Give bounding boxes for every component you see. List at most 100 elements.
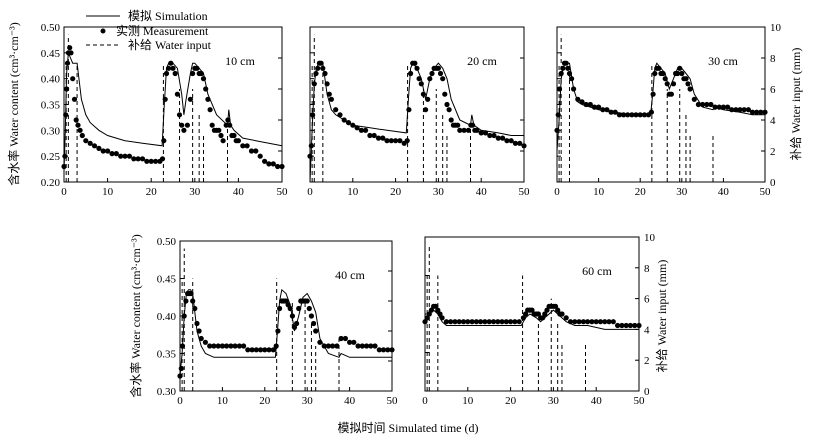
measurement-point [729,107,735,113]
y-tick-label: 0.40 [41,74,61,86]
measurement-point [313,328,319,334]
measurement-point [367,132,373,139]
measurement-point [351,339,357,345]
measurement-point [218,132,224,139]
measurement-point [313,70,319,77]
measurement-point [209,122,215,128]
measurement-point [668,91,675,97]
legend-measurement-swatch [100,28,106,34]
measurement-point [700,101,706,108]
x-tick-label: 0 [177,395,183,407]
measurement-point [64,60,71,66]
measurement-point [444,101,450,108]
measurement-point [521,143,527,149]
x-tick-label: 20 [259,395,271,407]
measurement-point [198,70,204,77]
measurement-point [679,70,685,77]
measurement-point [629,112,635,118]
measurement-point [241,343,247,349]
measurement-point [163,70,170,77]
measurement-point [619,322,625,329]
measurement-point [355,343,361,349]
measurement-point [308,143,314,149]
measurement-point [675,70,681,77]
measurement-point [758,109,764,115]
measurement-point [380,347,387,353]
measurement-point [109,151,115,157]
measurement-point [177,373,183,379]
measurement-point [762,109,768,115]
measurement-point [424,315,430,321]
measurement-point [326,91,332,97]
measurement-point [637,112,643,118]
measurement-point [517,140,523,146]
measurement-point [287,305,293,312]
measurement-point [591,104,598,110]
measurement-point [320,65,326,71]
measurement-point [384,138,390,144]
x-tick-label: 20 [146,186,158,198]
measurement-point [440,76,446,82]
measurement-point [310,112,316,118]
measurement-point [503,319,509,325]
measurement-point [623,322,629,329]
measurement-point [179,122,185,128]
measurement-point [358,127,364,133]
measurement-point [662,76,668,82]
measurement-point [77,127,83,133]
measurement-point [174,91,180,97]
panel-label: 60 cm [582,264,612,278]
x-tick-label: 30 [189,186,201,198]
measurement-point [555,112,561,118]
measurement-point [202,339,208,345]
measurement-point [266,161,272,167]
measurement-point [442,91,448,97]
measurement-point [754,109,760,115]
x-tick-label: 40 [344,395,356,407]
measurement-point [452,319,458,325]
measurement-point [190,70,196,77]
measurement-point [426,311,432,317]
measurement-point [741,107,747,113]
measurement-point [478,130,484,136]
measurement-point [385,347,391,353]
measurement-point [253,347,259,353]
measurement-point [194,65,200,71]
y-tick-label: 0.45 [41,48,61,60]
measurement-point [216,127,222,133]
measurement-point [341,117,347,123]
measurement-point [563,315,569,321]
measurement-point [277,305,283,312]
measurement-point [455,122,461,128]
x-tick-label: 10 [593,186,605,198]
measurement-point [354,125,360,131]
measurement-point [572,319,578,325]
measurement-point [625,112,631,118]
measurement-point [148,158,154,164]
y-tick-label: 0.25 [41,151,61,163]
measurement-point [615,322,621,329]
panel-label: 30 cm [708,54,738,68]
x-tick-label: 10 [217,395,229,407]
measurement-point [194,320,200,327]
measurement-point [334,343,340,349]
measurement-point [720,104,727,110]
measurement-point [652,70,658,77]
measurement-point [437,311,443,317]
measurement-point [159,156,166,162]
measurement-point [178,365,184,372]
measurement-point [257,153,263,159]
measurement-point [333,107,339,113]
y-tick-label: 0.30 [41,125,61,137]
measurement-point [593,319,599,325]
measurement-point [632,322,638,329]
x-tick-label: 30 [676,186,688,198]
measurement-point [270,347,276,353]
panel-label: 10 cm [225,54,255,68]
measurement-point [317,339,323,345]
measurement-point [262,158,268,164]
measurement-point [633,112,639,118]
measurement-point [704,101,710,108]
measurement-point [211,343,217,349]
measurement-point [423,107,429,113]
